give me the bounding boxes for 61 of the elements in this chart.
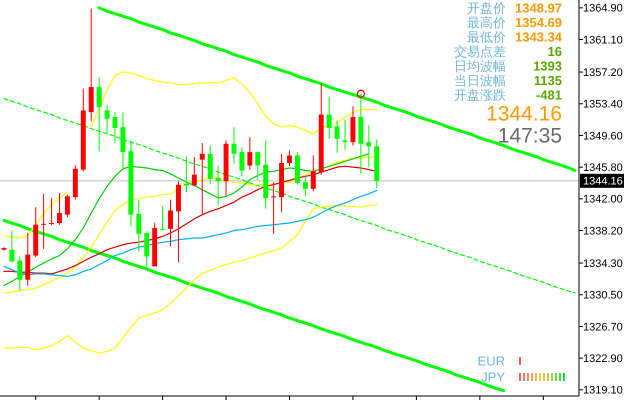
y-tick-label: 1353.40 <box>583 98 623 111</box>
annotation: 1348.97 <box>515 0 562 16</box>
candlestick <box>112 112 118 144</box>
ref-line-label: 1344.16 <box>583 176 623 188</box>
y-tick-label: 1361.10 <box>583 34 623 46</box>
annotation: 1135 <box>534 73 562 88</box>
candlestick <box>184 156 189 193</box>
annotation: 1393 <box>533 58 562 74</box>
annotation: 16 <box>548 44 562 60</box>
annotation: 最低价 <box>467 30 506 45</box>
annotation: 147:35 <box>498 124 562 148</box>
candlestick <box>41 193 46 250</box>
y-tick-label: 1364.90 <box>583 2 623 15</box>
candlestick <box>247 136 252 170</box>
y-tick-label: 1319.10 <box>583 384 623 397</box>
annotation: 交易点差 <box>454 44 506 60</box>
candlestick <box>17 256 22 292</box>
annotation: 最高价 <box>467 15 506 30</box>
annotation: -481 <box>536 88 562 103</box>
line-series <box>2 219 506 392</box>
candlestick <box>57 192 62 226</box>
candlestick <box>136 200 142 252</box>
candlestick <box>232 126 236 164</box>
annotation: 开盘涨跌 <box>454 88 506 103</box>
y-tick-label: 1345.80 <box>583 162 623 174</box>
candlestick <box>326 96 332 140</box>
annotation: 日均波幅 <box>454 58 506 74</box>
y-tick-label: 1322.90 <box>583 352 623 365</box>
annotation: 当日波幅 <box>454 73 506 88</box>
annotation: 1354.69 <box>515 15 562 30</box>
annotation: 1343.34 <box>515 30 563 45</box>
candlestick <box>168 199 173 247</box>
candlestick <box>302 174 308 197</box>
y-tick-label: 1334.30 <box>583 258 623 270</box>
candlestick <box>216 164 221 206</box>
line-series <box>3 204 378 354</box>
candlestick <box>144 230 150 268</box>
candlestick <box>192 156 197 187</box>
candlestick <box>239 146 244 177</box>
annotation: EUR <box>478 354 505 369</box>
y-tick-label: 1338.20 <box>583 225 623 238</box>
candlestick <box>49 198 54 226</box>
annotation: 开盘价 <box>467 0 506 16</box>
y-tick-label: 1357.20 <box>583 66 623 79</box>
y-tick-label: 1326.70 <box>583 321 623 334</box>
candlestick <box>64 194 70 218</box>
y-tick-label: 1342.00 <box>583 194 623 206</box>
candlestick <box>342 119 348 150</box>
y-tick-label: 1349.60 <box>583 130 623 142</box>
annotation: JPY <box>481 370 506 385</box>
candlestick <box>287 150 292 167</box>
annotation: 1344.16 <box>486 102 562 126</box>
y-tick-label: 1330.50 <box>583 290 623 302</box>
candlestick <box>160 206 166 232</box>
candlestick <box>310 154 316 192</box>
candlestick <box>334 120 340 154</box>
candlestick <box>255 150 260 180</box>
candlestick <box>366 124 372 168</box>
candlestick <box>104 104 110 134</box>
candlestick <box>9 230 14 263</box>
candlestick <box>271 182 276 234</box>
